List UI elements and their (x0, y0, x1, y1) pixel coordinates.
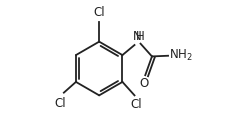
Text: Cl: Cl (130, 98, 142, 111)
Text: H: H (136, 30, 145, 43)
Text: NH$_2$: NH$_2$ (169, 48, 193, 63)
Text: Cl: Cl (54, 97, 66, 110)
Text: Cl: Cl (93, 6, 105, 19)
Text: O: O (139, 77, 149, 90)
Text: N: N (132, 30, 141, 43)
